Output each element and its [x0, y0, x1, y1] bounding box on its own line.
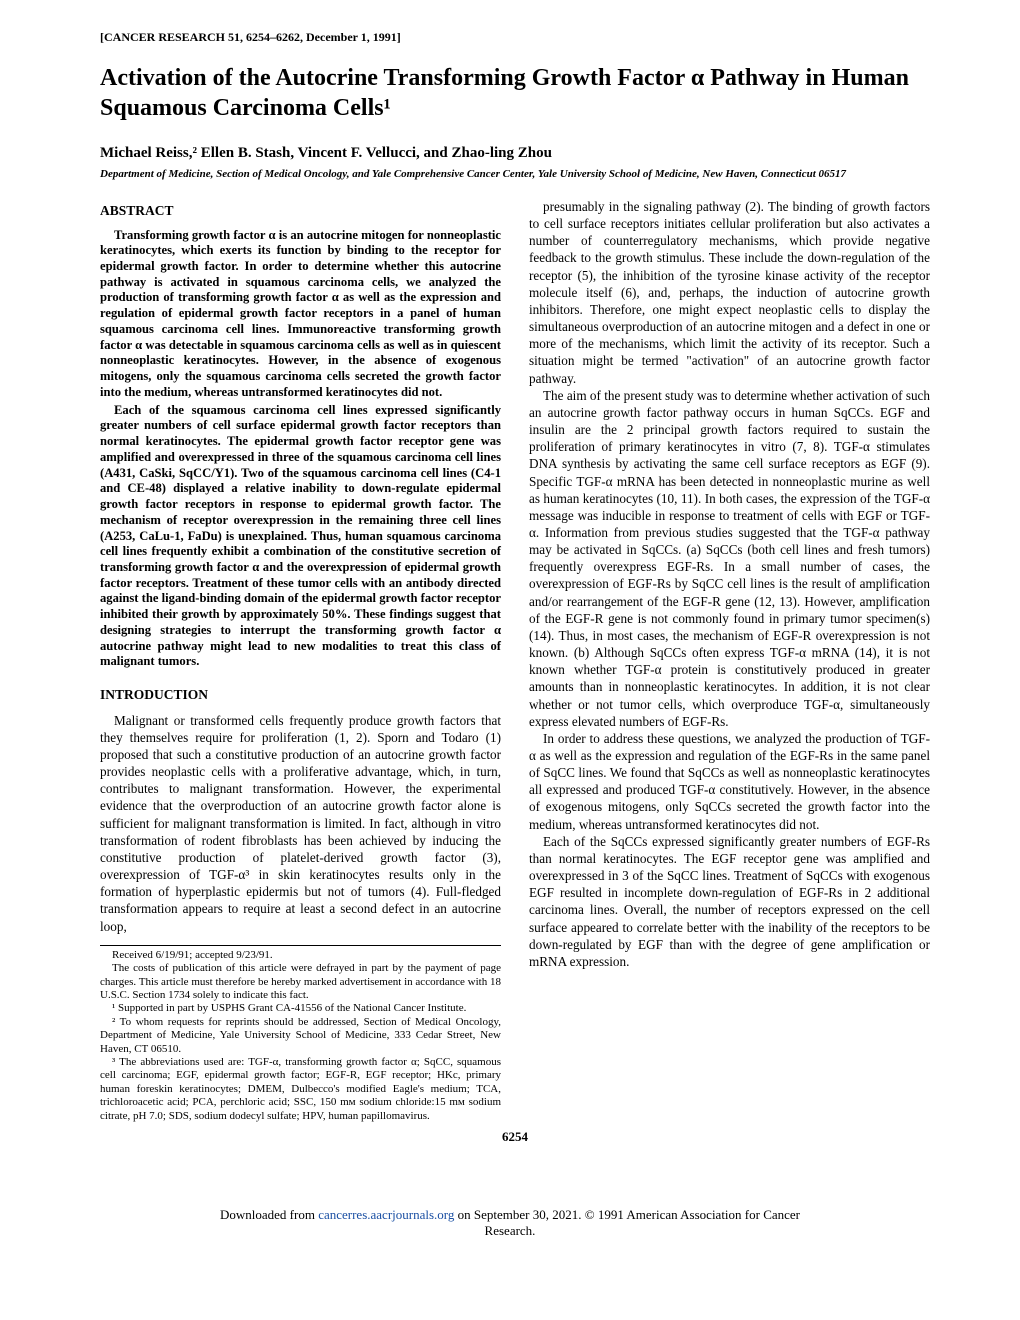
page-content: [CANCER RESEARCH 51, 6254–6262, December… [0, 0, 1020, 1165]
footer-prefix: Downloaded from [220, 1207, 318, 1222]
abstract-heading: ABSTRACT [100, 202, 501, 220]
article-title: Activation of the Autocrine Transforming… [100, 63, 930, 123]
footnotes-block: Received 6/19/91; accepted 9/23/91. The … [100, 945, 501, 1123]
footnote-line: The costs of publication of this article… [100, 962, 501, 1002]
body-paragraph: The aim of the present study was to dete… [529, 387, 930, 730]
authors-line: Michael Reiss,² Ellen B. Stash, Vincent … [100, 145, 930, 162]
introduction-heading: INTRODUCTION [100, 686, 501, 704]
right-column: presumably in the signaling pathway (2).… [529, 198, 930, 1123]
abstract-paragraph: Transforming growth factor α is an autoc… [100, 228, 501, 401]
page-number: 6254 [100, 1129, 930, 1145]
left-column: ABSTRACT Transforming growth factor α is… [100, 198, 501, 1123]
journal-citation: [CANCER RESEARCH 51, 6254–6262, December… [100, 30, 930, 45]
footnote-line: ¹ Supported in part by USPHS Grant CA-41… [100, 1002, 501, 1015]
body-paragraph: Each of the SqCCs expressed significantl… [529, 833, 930, 970]
intro-paragraph: Malignant or transformed cells frequentl… [100, 712, 501, 935]
footer-mid: on September 30, 2021. © 1991 American A… [454, 1207, 800, 1222]
abstract-paragraph: Each of the squamous carcinoma cell line… [100, 403, 501, 670]
download-footer: Downloaded from cancerres.aacrjournals.o… [0, 1207, 1020, 1249]
introduction-body: Malignant or transformed cells frequentl… [100, 712, 501, 935]
footnote-line: ² To whom requests for reprints should b… [100, 1016, 501, 1056]
two-column-layout: ABSTRACT Transforming growth factor α is… [100, 198, 930, 1123]
footnote-line: ³ The abbreviations used are: TGF-α, tra… [100, 1056, 501, 1123]
footer-link[interactable]: cancerres.aacrjournals.org [318, 1207, 454, 1222]
footnote-line: Received 6/19/91; accepted 9/23/91. [100, 949, 501, 962]
abstract-body: Transforming growth factor α is an autoc… [100, 228, 501, 671]
body-paragraph: In order to address these questions, we … [529, 730, 930, 833]
body-paragraph: presumably in the signaling pathway (2).… [529, 198, 930, 387]
affiliation-line: Department of Medicine, Section of Medic… [100, 168, 930, 180]
footer-line2: Research. [485, 1223, 536, 1238]
